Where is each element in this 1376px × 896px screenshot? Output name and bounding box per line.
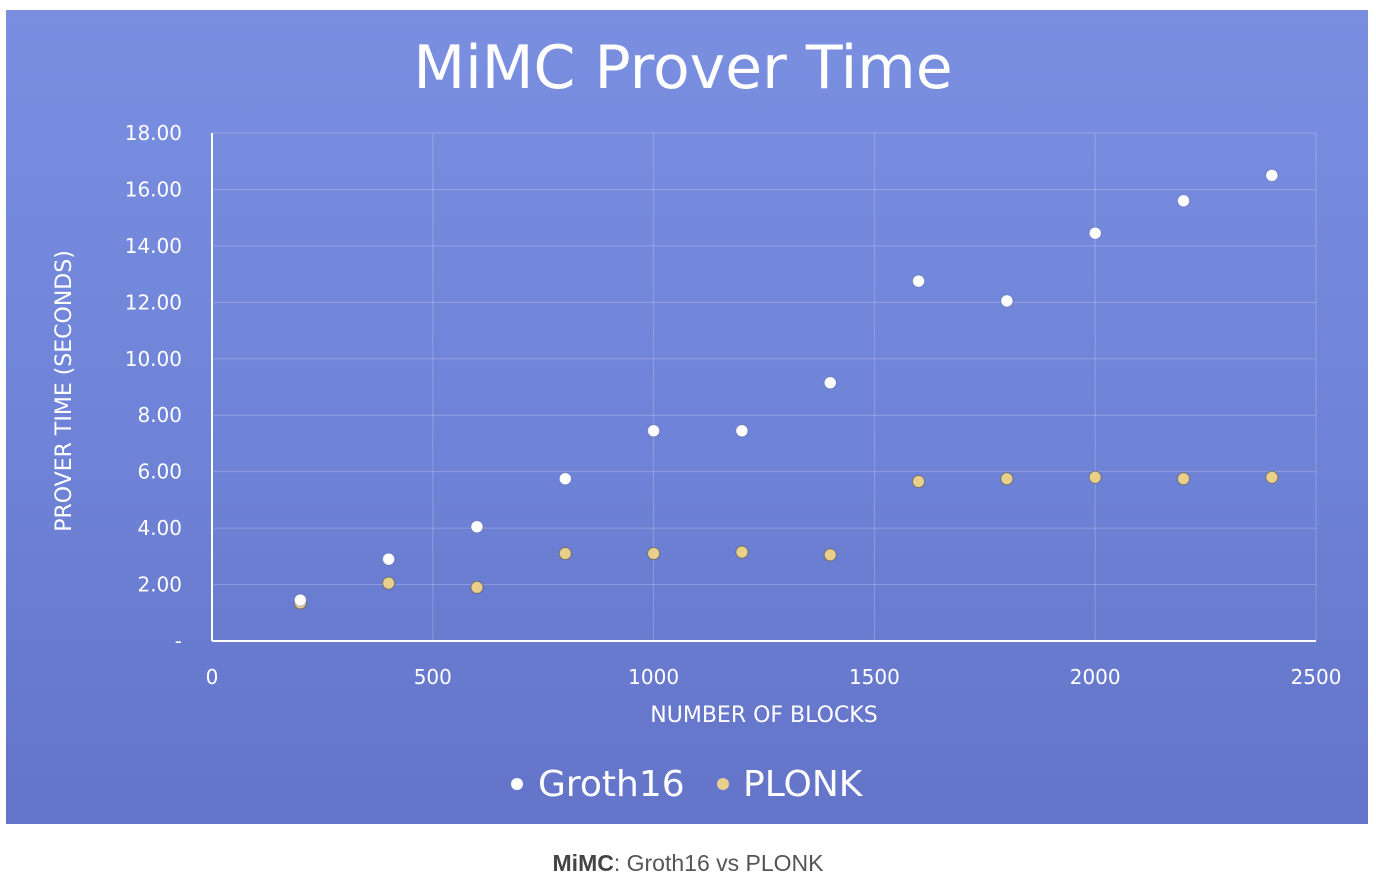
- y-tick-label: -: [175, 629, 182, 653]
- chart-panel: MiMC Prover Time - 2.00 4.00 6.00 8.00 10.00 1…: [6, 10, 1368, 824]
- point-groth16: Groth16: (800, 5.75): [558, 472, 572, 486]
- legend: Groth16 PLONK: [511, 764, 864, 805]
- point-groth16: Groth16: (1400, 9.15): [823, 376, 837, 390]
- y-tick-label: 12.00: [125, 290, 182, 314]
- point-groth16: Groth16: (1800, 12.05): [1000, 294, 1014, 308]
- point-plonk: PLONK: (600, 1.9): [470, 580, 484, 594]
- y-tick-label: 16.00: [125, 177, 182, 201]
- y-tick-label: 4.00: [137, 516, 182, 540]
- y-tick-label: 6.00: [137, 460, 182, 484]
- data-points: PLONK: (200, 1.35)PLONK: (400, 2.05)PLON…: [293, 168, 1279, 610]
- point-plonk: PLONK: (1800, 5.75): [1000, 472, 1014, 486]
- point-groth16: Groth16: (2200, 15.6): [1177, 194, 1191, 208]
- point-groth16: Groth16: (2400, 16.5): [1265, 168, 1279, 182]
- point-plonk: PLONK: (1000, 3.1): [647, 547, 661, 561]
- scatter-chart: MiMC Prover Time - 2.00 4.00 6.00 8.00 10.00 1…: [52, 33, 1342, 805]
- point-groth16: Groth16: (2000, 14.45): [1088, 226, 1102, 240]
- point-groth16: Groth16: (1600, 12.75): [912, 274, 926, 288]
- caption-bold: MiMC: [552, 850, 614, 876]
- y-tick-label: 8.00: [137, 403, 182, 427]
- point-plonk: PLONK: (1600, 5.65): [912, 475, 926, 489]
- point-groth16: Groth16: (200, 1.45): [293, 593, 307, 607]
- y-tick-label: 10.00: [125, 347, 182, 371]
- tick-labels: - 2.00 4.00 6.00 8.00 10.00 12.00 14.00 16.00 18.…: [125, 121, 1342, 689]
- y-tick-label: 2.00: [137, 573, 182, 597]
- figure-caption: MiMC: Groth16 vs PLONK: [0, 850, 1376, 877]
- legend-label-groth16: Groth16: [538, 764, 685, 805]
- point-plonk: PLONK: (2000, 5.8): [1088, 470, 1102, 484]
- x-tick-label: 2500: [1291, 665, 1342, 689]
- y-tick-label: 18.00: [125, 121, 182, 145]
- y-axis-label: PROVER TIME (SECONDS): [52, 250, 77, 532]
- x-tick-label: 1500: [849, 665, 900, 689]
- chart-title: MiMC Prover Time: [413, 33, 952, 103]
- point-groth16: Groth16: (600, 4.05): [470, 520, 484, 534]
- point-groth16: Groth16: (1200, 7.45): [735, 424, 749, 438]
- legend-marker-groth16: [511, 778, 523, 790]
- x-tick-label: 500: [414, 665, 452, 689]
- point-groth16: Groth16: (400, 2.9): [382, 552, 396, 566]
- x-tick-label: 2000: [1070, 665, 1121, 689]
- caption-text: : Groth16 vs PLONK: [613, 850, 824, 876]
- x-tick-label: 0: [206, 665, 219, 689]
- point-plonk: PLONK: (1200, 3.15): [735, 545, 749, 559]
- legend-marker-plonk: [717, 778, 729, 790]
- x-tick-label: 1000: [628, 665, 679, 689]
- point-plonk: PLONK: (2200, 5.75): [1177, 472, 1191, 486]
- x-axis-label: NUMBER OF BLOCKS: [650, 703, 877, 728]
- point-plonk: PLONK: (800, 3.1): [558, 547, 572, 561]
- axes: [211, 133, 1316, 642]
- point-plonk: PLONK: (2400, 5.8): [1265, 470, 1279, 484]
- y-tick-label: 14.00: [125, 234, 182, 258]
- grid: [212, 132, 1317, 641]
- point-plonk: PLONK: (400, 2.05): [382, 576, 396, 590]
- legend-label-plonk: PLONK: [743, 764, 864, 805]
- point-groth16: Groth16: (1000, 7.45): [647, 424, 661, 438]
- point-plonk: PLONK: (1400, 3.05): [823, 548, 837, 562]
